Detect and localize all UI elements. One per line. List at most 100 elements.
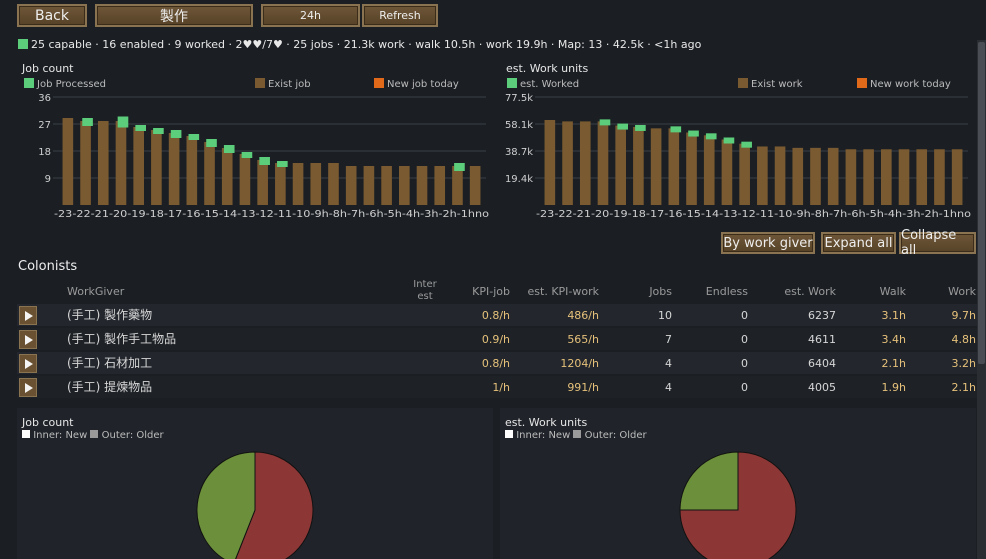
bar-processed [635, 124, 646, 131]
expand-row-button[interactable] [19, 378, 37, 397]
est-work-value: 6404 [808, 357, 836, 370]
bar-exist [686, 132, 697, 205]
bar-exist [345, 166, 357, 205]
col-header-work[interactable]: Work [948, 285, 976, 298]
bar-processed [206, 139, 217, 147]
colonists-heading: Colonists [18, 259, 78, 274]
y-tick-label: 58.1k [505, 120, 533, 131]
bar-exist [434, 166, 446, 205]
pie-slice-red [235, 451, 314, 559]
est-work-value: 6237 [808, 309, 836, 322]
scrollbar-thumb[interactable] [978, 42, 985, 364]
collapse-all-button[interactable]: Collapse all [899, 228, 976, 258]
expand-row-button[interactable] [19, 330, 37, 349]
bar-exist [239, 154, 251, 205]
table-row[interactable]: (手工) 提煉物品 1/h 991/h 4 0 4005 1.9h 2.1h [17, 376, 977, 398]
period-button[interactable]: 24h [261, 4, 360, 27]
col-header-kpi-work[interactable]: est. KPI-work [527, 285, 599, 298]
y-tick-label: 36 [38, 93, 51, 104]
col-header-endless[interactable]: Endless [705, 285, 748, 298]
bar-exist [810, 147, 821, 205]
legend-new-job: New job today [374, 78, 459, 89]
bar-exist [916, 149, 928, 205]
table-row[interactable]: (手工) 製作藥物 0.8/h 486/h 10 0 6237 3.1h 9.7h [17, 304, 977, 326]
kpi-job-value: 0.9/h [481, 333, 510, 346]
back-button[interactable]: Back [17, 4, 87, 27]
y-tick-label: 77.5k [505, 93, 533, 104]
legend-exist-job: Exist job [255, 78, 311, 89]
bar-processed [170, 130, 182, 138]
bar-exist [292, 163, 304, 205]
bar-processed [117, 116, 129, 128]
bar-exist [668, 128, 680, 205]
pie-slice-red [679, 451, 797, 559]
by-work-giver-button[interactable]: By work giver [721, 232, 815, 254]
bar-exist [257, 160, 268, 205]
legend-est-worked: est. Worked [507, 78, 579, 89]
bar-exist [151, 130, 162, 205]
col-header-jobs[interactable]: Jobs [649, 285, 672, 298]
pie-slice-green [679, 451, 739, 511]
bar-exist [633, 126, 644, 205]
endless-value: 0 [741, 309, 748, 322]
job-pie-title: Job count [22, 416, 74, 429]
jobs-value: 4 [665, 381, 672, 394]
legend-job-processed: Job Processed [24, 78, 106, 89]
work-value: 4.8h [951, 333, 976, 346]
y-tick-label: 27 [38, 120, 51, 131]
bar-exist [703, 135, 715, 205]
legend-exist-work: Exist work [738, 78, 803, 89]
job-chart-title: Job count [22, 62, 74, 75]
bar-exist [168, 133, 180, 205]
col-header-workgiver[interactable]: WorkGiver [67, 285, 125, 298]
work-pie-panel: est. Work units Inner: New Outer: Older [500, 408, 976, 559]
bar-processed [259, 157, 270, 165]
col-header-interest[interactable]: Inter est [413, 279, 437, 302]
jobs-value: 4 [665, 357, 672, 370]
workgiver-title-button[interactable]: 製作 [95, 4, 253, 27]
bar-exist [469, 166, 481, 205]
work-chart-title: est. Work units [506, 62, 589, 75]
table-row[interactable]: (手工) 石材加工 0.8/h 1204/h 4 0 6404 2.1h 3.2h [17, 352, 977, 374]
y-tick-label: 38.7k [505, 147, 533, 158]
bar-exist [792, 147, 804, 205]
col-header-walk[interactable]: Walk [879, 285, 906, 298]
work-units-chart: 19.4k 38.7k 58.1k 77.5k -23-22-21-20-19-18-1… [505, 93, 971, 220]
bar-exist [62, 118, 74, 205]
work-pie-legend: Inner: New Outer: Older [505, 430, 647, 441]
job-pie-panel: Job count Inner: New Outer: Older [17, 408, 493, 559]
refresh-button[interactable]: Refresh [362, 4, 438, 27]
col-header-kpi-job[interactable]: KPI-job [472, 285, 510, 298]
bar-exist [381, 166, 392, 205]
col-header-est-work[interactable]: est. Work [784, 285, 836, 298]
bar-exist [597, 121, 609, 205]
bar-exist [881, 149, 892, 205]
est-work-value: 4611 [808, 333, 836, 346]
bar-exist [544, 119, 556, 205]
bar-exist [452, 166, 463, 205]
walk-value: 3.4h [881, 333, 906, 346]
expand-all-button[interactable]: Expand all [821, 232, 896, 254]
y-tick-label: 18 [38, 147, 51, 158]
bar-exist [650, 128, 662, 205]
bar-processed [617, 123, 628, 130]
legend-new-work: New work today [857, 78, 951, 89]
bar-exist [328, 163, 339, 205]
table-row[interactable]: (手工) 製作手工物品 0.9/h 565/h 7 0 4611 3.4h 4.8h [17, 328, 977, 350]
expand-row-button[interactable] [19, 306, 37, 325]
bar-exist [133, 127, 144, 205]
bar-exist [579, 121, 591, 205]
status-text: 25 capable · 16 enabled · 9 worked · 2♥♥… [31, 38, 702, 51]
bar-exist [757, 146, 768, 205]
kpi-job-value: 0.8/h [481, 309, 510, 322]
bar-exist [204, 142, 215, 205]
expand-row-button[interactable] [19, 354, 37, 373]
bar-exist [898, 149, 910, 205]
bar-processed [688, 130, 699, 137]
status-swatch [18, 39, 28, 49]
work-pie-title: est. Work units [505, 416, 588, 429]
jobs-value: 7 [665, 333, 672, 346]
x-tick-labels: -23-22-21-20-19-18-17-16-15-14-13-12-11-… [536, 209, 971, 220]
bar-processed [223, 145, 235, 153]
endless-value: 0 [741, 381, 748, 394]
